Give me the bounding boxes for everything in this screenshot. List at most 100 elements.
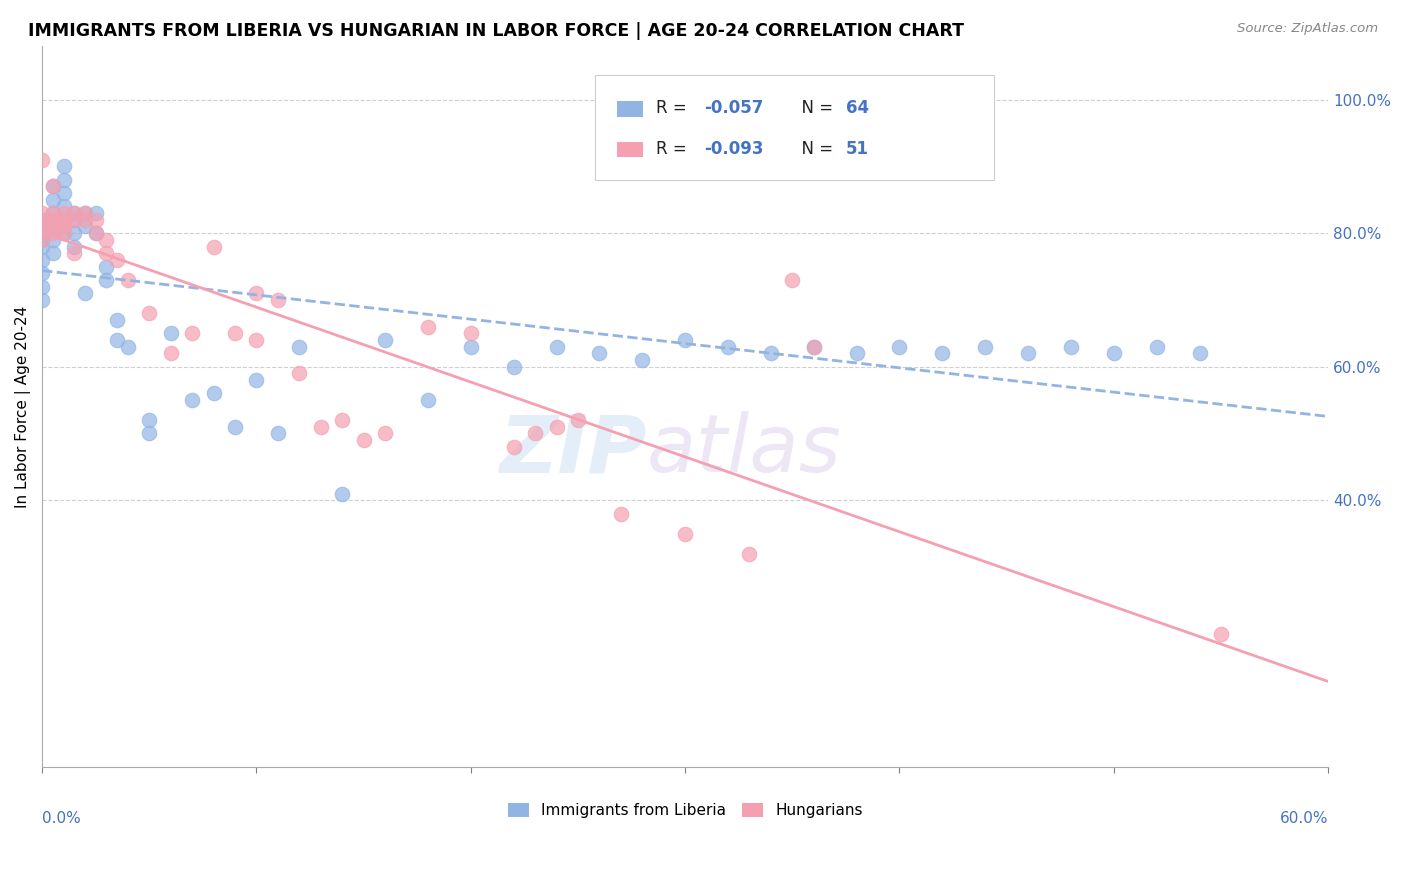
Point	[245, 286, 267, 301]
Point	[845, 346, 868, 360]
Point	[42, 179, 65, 194]
Point	[202, 386, 225, 401]
Point	[31, 206, 53, 220]
Point	[1188, 346, 1211, 360]
Point	[159, 346, 181, 360]
Point	[42, 206, 65, 220]
Point	[117, 273, 139, 287]
Point	[52, 173, 75, 187]
Point	[717, 340, 740, 354]
Point	[52, 206, 75, 220]
Point	[1146, 340, 1168, 354]
Text: 0.0%: 0.0%	[42, 811, 82, 825]
Point	[416, 319, 439, 334]
Point	[96, 273, 118, 287]
Point	[138, 413, 160, 427]
Point	[502, 440, 524, 454]
Point	[803, 340, 825, 354]
Point	[42, 233, 65, 247]
Point	[588, 346, 610, 360]
Point	[105, 333, 128, 347]
Point	[738, 547, 761, 561]
Point	[31, 293, 53, 307]
Point	[245, 373, 267, 387]
Point	[105, 252, 128, 267]
Point	[138, 426, 160, 441]
Point	[673, 333, 696, 347]
Point	[31, 279, 53, 293]
Point	[52, 226, 75, 240]
Point	[42, 226, 65, 240]
Text: N =: N =	[790, 99, 838, 117]
Point	[105, 313, 128, 327]
Point	[1017, 346, 1039, 360]
Point	[63, 206, 86, 220]
Point	[524, 426, 547, 441]
Point	[73, 206, 96, 220]
Point	[31, 212, 53, 227]
Point	[567, 413, 589, 427]
Point	[673, 526, 696, 541]
Point	[31, 233, 53, 247]
Point	[42, 219, 65, 234]
Point	[63, 206, 86, 220]
Point	[546, 419, 568, 434]
Point	[63, 246, 86, 260]
Point	[288, 340, 311, 354]
Point	[288, 367, 311, 381]
Point	[52, 186, 75, 200]
Text: IMMIGRANTS FROM LIBERIA VS HUNGARIAN IN LABOR FORCE | AGE 20-24 CORRELATION CHAR: IMMIGRANTS FROM LIBERIA VS HUNGARIAN IN …	[28, 22, 965, 40]
Point	[42, 193, 65, 207]
Point	[31, 219, 53, 234]
Point	[52, 212, 75, 227]
Point	[159, 326, 181, 341]
Legend: Immigrants from Liberia, Hungarians: Immigrants from Liberia, Hungarians	[502, 797, 869, 824]
Text: 51: 51	[846, 140, 869, 158]
Point	[1209, 626, 1232, 640]
Point	[245, 333, 267, 347]
Point	[353, 433, 375, 447]
Point	[1102, 346, 1125, 360]
Point	[73, 212, 96, 227]
Point	[1060, 340, 1083, 354]
Point	[138, 306, 160, 320]
Bar	[617, 142, 643, 157]
Text: ZIP: ZIP	[499, 411, 647, 489]
Point	[202, 239, 225, 253]
Point	[330, 413, 353, 427]
Point	[42, 179, 65, 194]
Point	[803, 340, 825, 354]
Point	[31, 226, 53, 240]
Point	[73, 206, 96, 220]
Point	[460, 340, 482, 354]
Point	[63, 226, 86, 240]
Text: R =: R =	[655, 140, 692, 158]
Point	[931, 346, 953, 360]
Text: atlas: atlas	[647, 411, 841, 489]
Point	[782, 273, 804, 287]
Point	[31, 233, 53, 247]
Point	[374, 333, 396, 347]
Point	[42, 212, 65, 227]
Text: 60.0%: 60.0%	[1279, 811, 1329, 825]
Point	[374, 426, 396, 441]
FancyBboxPatch shape	[595, 75, 994, 179]
Point	[84, 226, 107, 240]
Point	[52, 226, 75, 240]
Point	[73, 219, 96, 234]
Point	[117, 340, 139, 354]
Y-axis label: In Labor Force | Age 20-24: In Labor Force | Age 20-24	[15, 306, 31, 508]
Point	[224, 326, 246, 341]
Point	[974, 340, 997, 354]
Point	[63, 212, 86, 227]
Point	[416, 393, 439, 408]
Point	[889, 340, 911, 354]
Point	[610, 507, 633, 521]
Point	[224, 419, 246, 434]
Point	[267, 293, 290, 307]
Point	[181, 326, 204, 341]
Text: 64: 64	[846, 99, 869, 117]
Text: -0.093: -0.093	[704, 140, 763, 158]
Point	[63, 239, 86, 253]
Point	[31, 266, 53, 280]
